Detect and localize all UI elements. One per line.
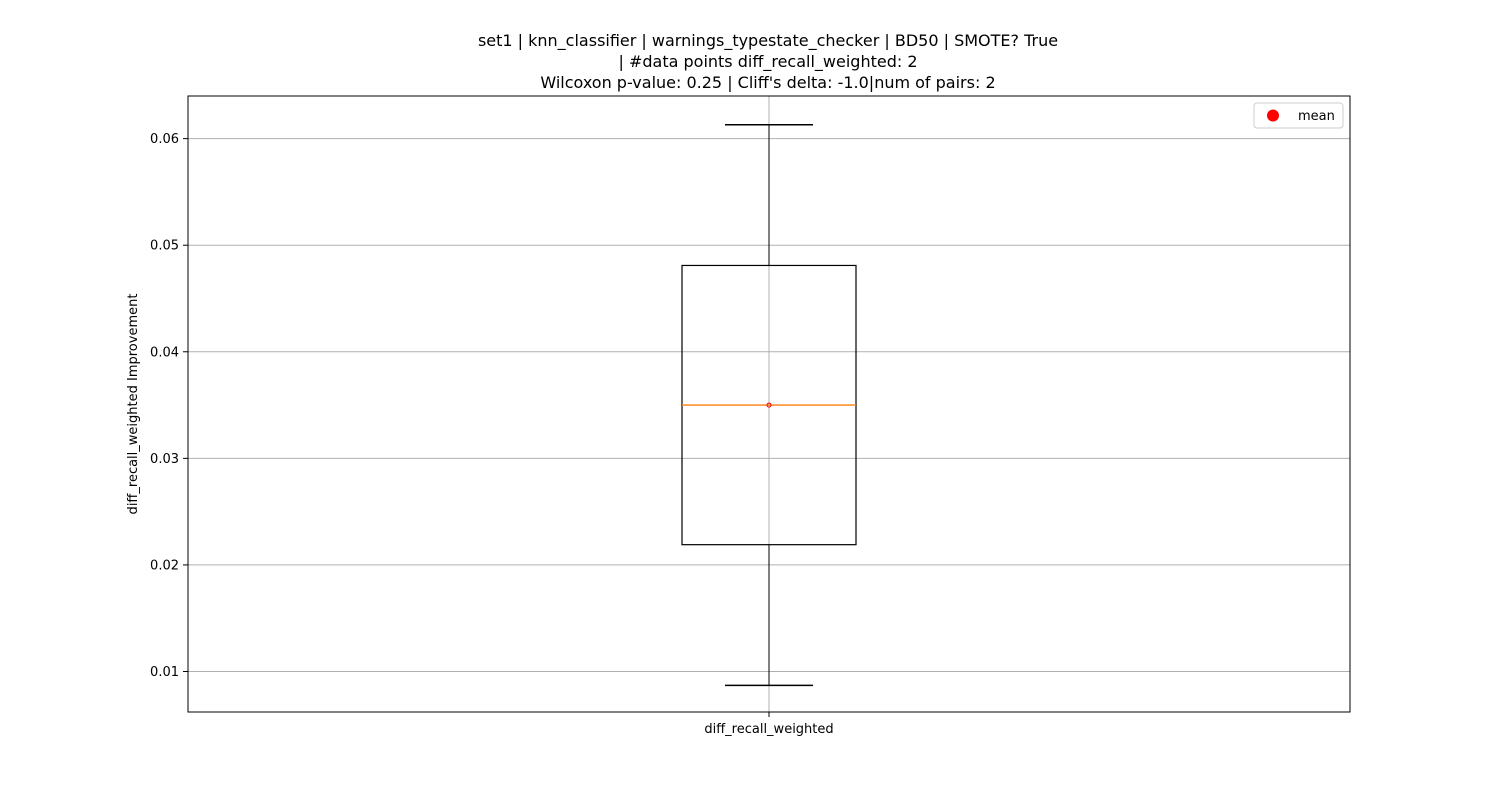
chart-title-line-2: | #data points diff_recall_weighted: 2 — [618, 52, 917, 72]
box-series — [681, 124, 857, 687]
mean-marker — [766, 402, 772, 408]
chart-title-line-3: Wilcoxon p-value: 0.25 | Cliff's delta: … — [540, 73, 995, 92]
y-tick-label: 0.02 — [150, 558, 179, 573]
legend-frame — [1253, 102, 1344, 129]
x-tick-label: diff_recall_weighted — [704, 722, 833, 737]
y-tick-label: 0.04 — [150, 345, 179, 360]
y-axis: 0.01 0.02 0.03 0.04 0.05 0.06 — [150, 132, 188, 680]
chart-title-line-1: set1 | knn_classifier | warnings_typesta… — [478, 31, 1058, 51]
y-tick-label: 0.06 — [150, 132, 179, 147]
legend: mean — [1253, 102, 1344, 129]
y-axis-label: diff_recall_weighted Improvement — [126, 294, 141, 515]
y-tick-label: 0.03 — [150, 452, 179, 467]
y-tick-label: 0.01 — [150, 665, 179, 680]
y-tick-label: 0.05 — [150, 239, 179, 254]
legend-mean-label: mean — [1298, 109, 1335, 124]
x-axis: diff_recall_weighted — [704, 712, 834, 737]
plot-area-frame — [187, 95, 1351, 713]
legend-mean-marker — [1267, 109, 1279, 122]
